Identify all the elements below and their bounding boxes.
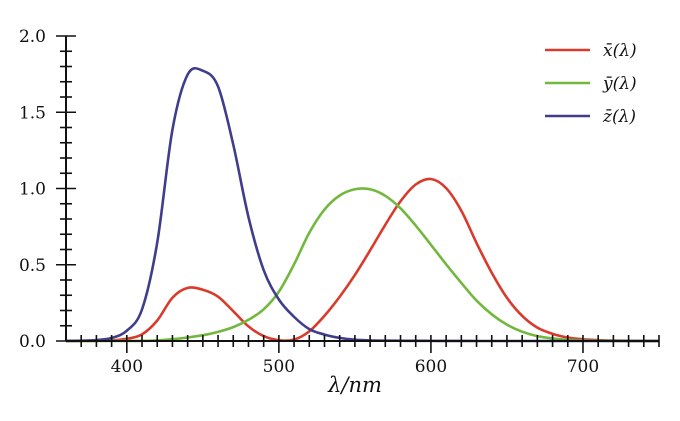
x-axis-label: λ/nm — [327, 373, 382, 397]
series-curves — [65, 66, 660, 343]
y-tick-label: 2.0 — [19, 27, 46, 47]
series-line-1 — [65, 187, 660, 343]
x-tick-label: 600 — [415, 357, 447, 377]
axes: 0.0 0.5 1.0 1.5 2.0 400 500 600 700 — [19, 27, 660, 377]
y-tick-label: 0.5 — [19, 256, 46, 276]
x-tick-label: 700 — [567, 357, 599, 377]
y-tick-label: 1.5 — [19, 103, 46, 123]
series-line-0 — [65, 177, 660, 343]
series-line-2 — [65, 66, 659, 343]
y-tick-label: 0.0 — [19, 332, 46, 352]
y-tick-label: 1.0 — [19, 180, 46, 200]
x-tick-label: 500 — [263, 357, 295, 377]
legend-label-1: ȳ(λ) — [602, 74, 637, 94]
legend: x̄(λ) ȳ(λ) z̄(λ) — [545, 41, 637, 127]
legend-label-2: z̄(λ) — [602, 107, 636, 127]
legend-label-0: x̄(λ) — [603, 41, 637, 61]
x-tick-label: 400 — [111, 357, 143, 377]
